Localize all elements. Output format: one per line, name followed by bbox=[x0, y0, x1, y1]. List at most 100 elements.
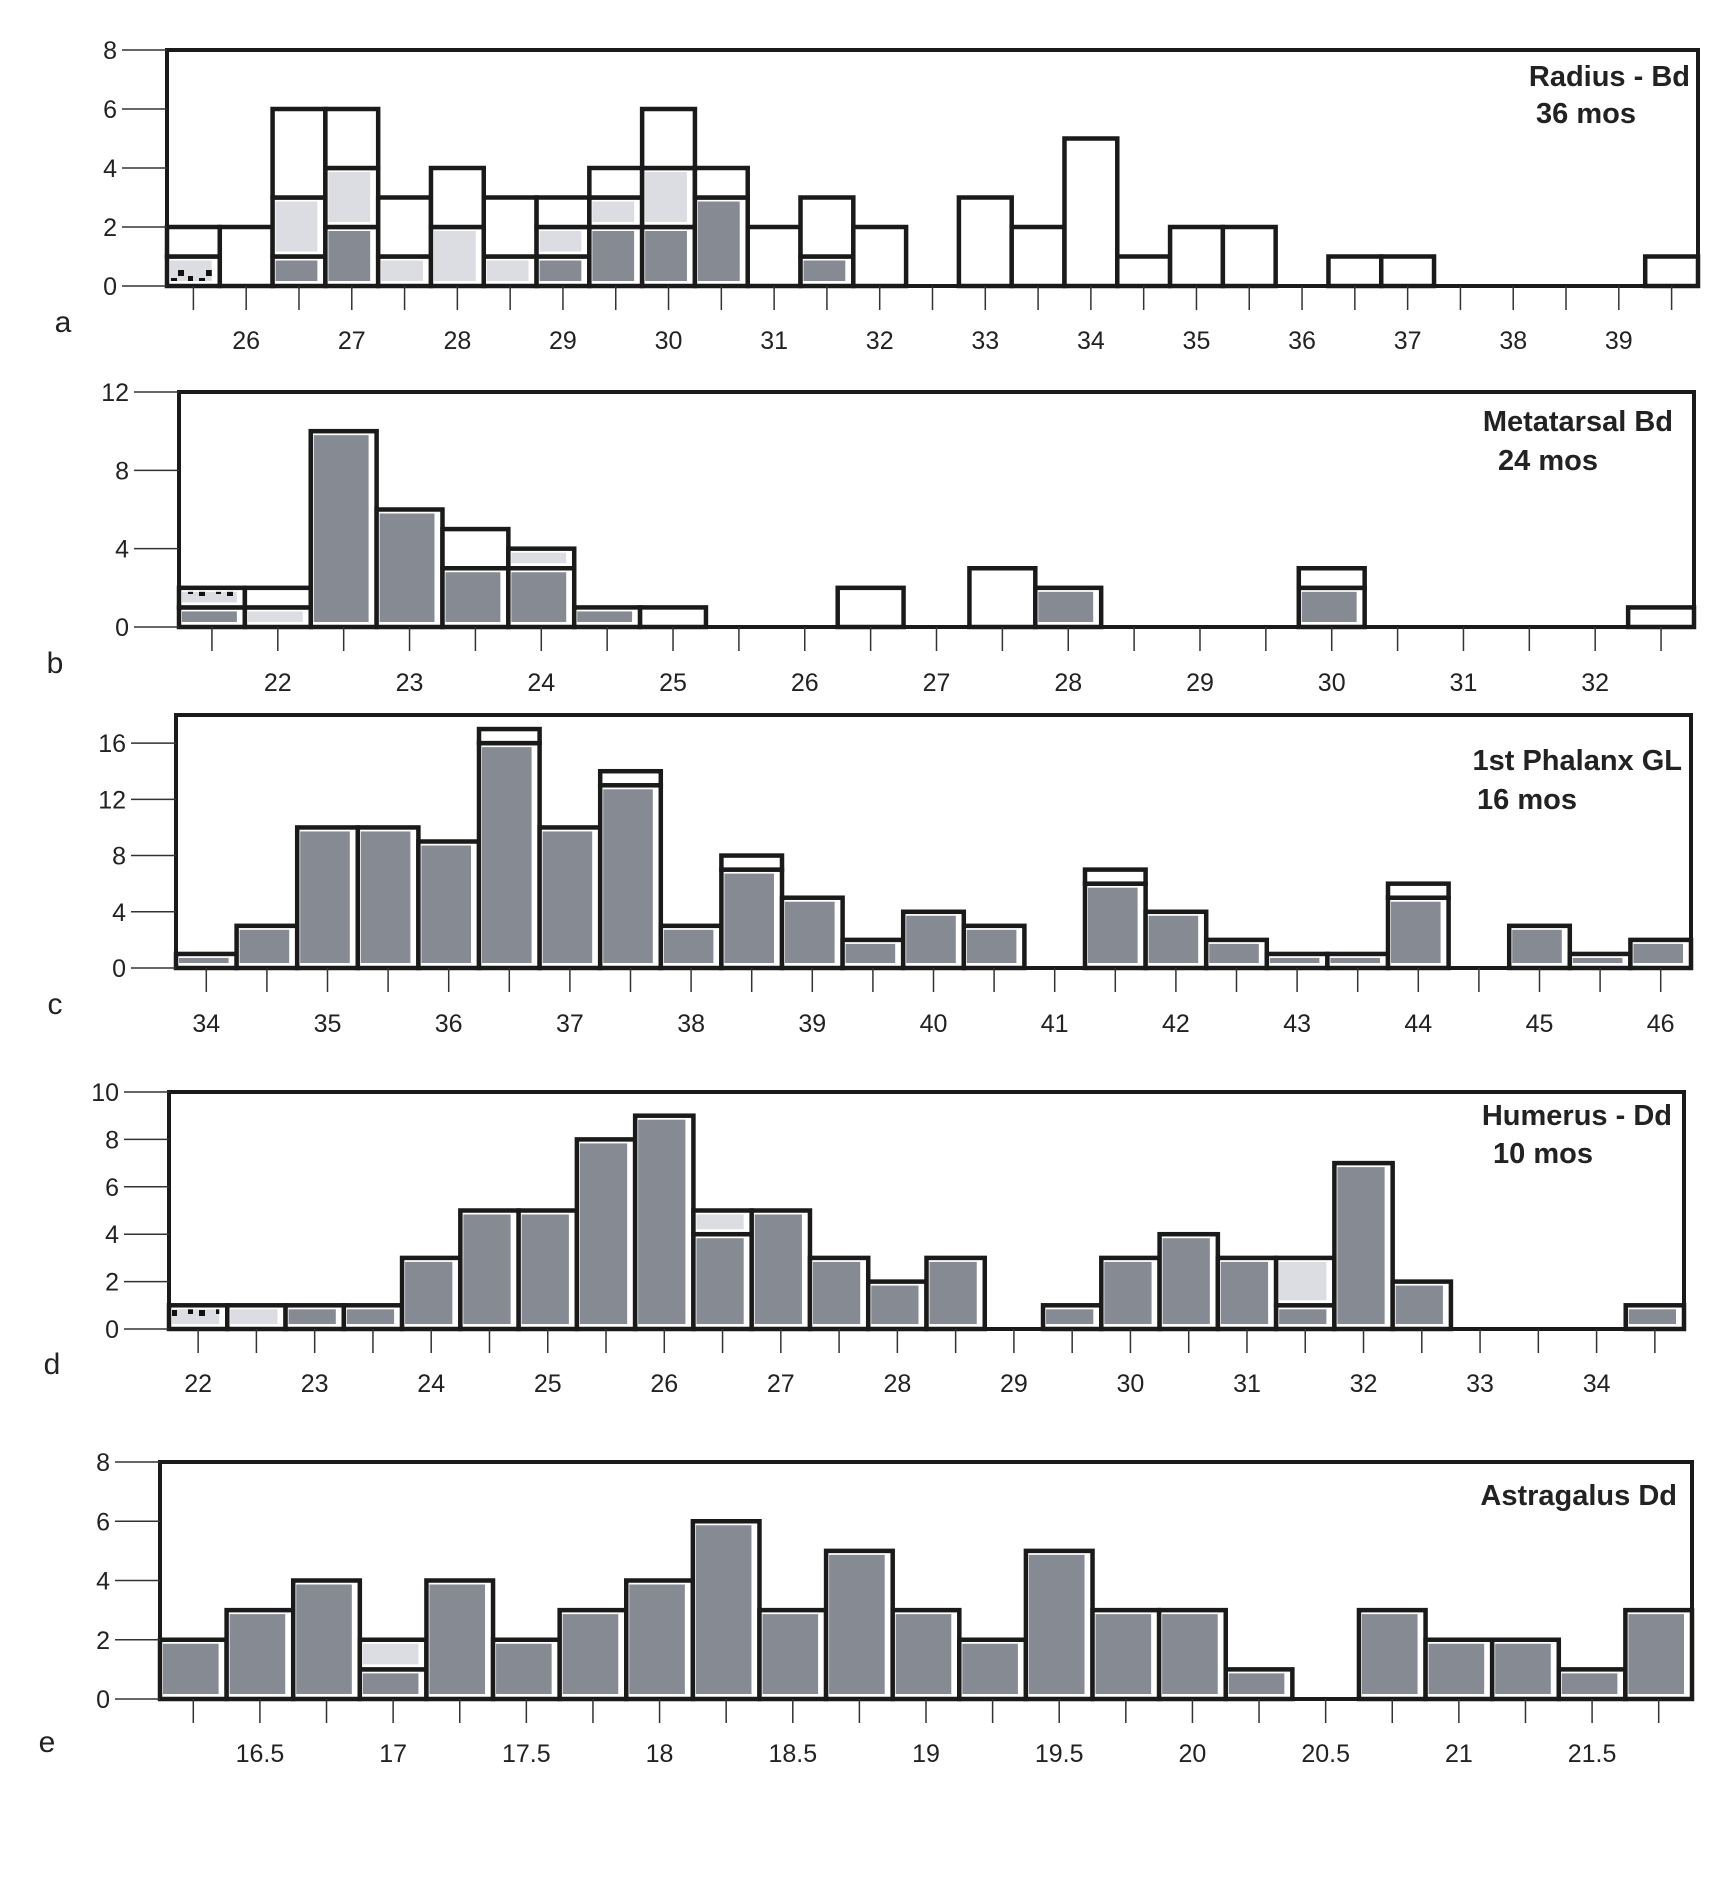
bar-segment bbox=[1642, 254, 1701, 289]
bar-fill bbox=[1572, 957, 1623, 963]
bar-segment bbox=[176, 585, 248, 610]
y-tick-label: 0 bbox=[103, 273, 117, 301]
bar-outline bbox=[323, 106, 381, 171]
x-tick-label: 28 bbox=[1054, 669, 1082, 697]
bar-fill bbox=[645, 172, 687, 222]
bar-segment bbox=[234, 923, 300, 971]
bar-segment bbox=[1220, 224, 1278, 289]
bar-segment bbox=[624, 1578, 696, 1702]
panel-subtitle: 10 mos bbox=[1493, 1138, 1593, 1170]
bar-segment bbox=[1090, 1607, 1162, 1702]
bar-segment bbox=[1223, 1667, 1295, 1702]
bar-segment bbox=[440, 526, 511, 571]
bar-fill bbox=[445, 572, 501, 622]
plot-frame bbox=[167, 1090, 1686, 1331]
bar-fill bbox=[1028, 1554, 1085, 1694]
bar-segment bbox=[840, 937, 906, 971]
bar-fill bbox=[1301, 591, 1357, 622]
bar-segment bbox=[399, 1255, 463, 1332]
bar-segment bbox=[476, 740, 542, 971]
bar-segment bbox=[557, 1607, 629, 1702]
bar-segment bbox=[890, 1607, 962, 1702]
bar-outline bbox=[967, 566, 1038, 630]
x-tick-label: 27 bbox=[923, 669, 951, 697]
bar-outline bbox=[1062, 136, 1120, 289]
bar-fill bbox=[288, 1309, 336, 1324]
bar-outline bbox=[956, 195, 1014, 289]
bar-fill bbox=[629, 1584, 685, 1694]
bar-segment bbox=[341, 1303, 405, 1332]
x-tick-label: 46 bbox=[1647, 1010, 1675, 1038]
y-tick-label: 4 bbox=[105, 1221, 119, 1249]
bar-segment bbox=[1326, 254, 1384, 289]
y-tick-label: 0 bbox=[105, 1316, 119, 1344]
bar-segment bbox=[1023, 1548, 1095, 1702]
bar-segment bbox=[355, 825, 421, 971]
bar-segment bbox=[637, 605, 709, 630]
bar-segment bbox=[956, 195, 1014, 289]
bar-segment bbox=[957, 1637, 1029, 1702]
bar-fill bbox=[1337, 1167, 1385, 1324]
bar-fill bbox=[511, 552, 567, 564]
bar-fill bbox=[1162, 1238, 1210, 1324]
bar-segment bbox=[639, 106, 698, 171]
x-tick-label: 26 bbox=[650, 1370, 678, 1398]
bar-segment bbox=[851, 224, 909, 289]
bar-segment bbox=[757, 1607, 829, 1702]
x-tick-label: 24 bbox=[417, 1370, 445, 1398]
bar-segment bbox=[323, 165, 381, 230]
x-tick-label: 27 bbox=[767, 1370, 795, 1398]
panel-a: 0 2 4 6 8 26 27 28 29 30 31 32 33 34 35 36 37 38 39 Radius … bbox=[55, 37, 1701, 355]
y-tick-label: 6 bbox=[96, 1508, 110, 1536]
x-tick-label: 31 bbox=[1450, 669, 1478, 697]
bar-fill bbox=[275, 260, 318, 281]
bar-outline bbox=[534, 195, 592, 230]
bar-segment bbox=[798, 254, 856, 289]
bar-segment bbox=[835, 585, 906, 630]
y-tick-label: 8 bbox=[103, 37, 117, 65]
bar-segment bbox=[587, 165, 645, 200]
bar-outline bbox=[597, 768, 664, 788]
y-tick-label: 0 bbox=[96, 1686, 110, 1714]
bar-segment bbox=[375, 195, 434, 259]
bar-fill bbox=[1220, 1261, 1269, 1324]
x-tick-label: 19.5 bbox=[1035, 1740, 1084, 1768]
bar-fill bbox=[511, 572, 567, 622]
bar-fill bbox=[496, 1643, 552, 1694]
bar-outline bbox=[851, 224, 909, 289]
panel-subtitle: 16 mos bbox=[1477, 784, 1577, 816]
bar-segment bbox=[1489, 1637, 1562, 1702]
bar-fill bbox=[1162, 1614, 1218, 1694]
bar-fill bbox=[663, 929, 714, 963]
bar-segment bbox=[692, 195, 750, 289]
y-tick-label: 4 bbox=[96, 1568, 110, 1596]
bar-fill bbox=[1561, 1673, 1618, 1694]
x-tick-label: 21 bbox=[1445, 1740, 1473, 1768]
bar-fill bbox=[638, 1119, 686, 1324]
bar-segment bbox=[283, 1303, 347, 1332]
bar-segment bbox=[823, 1548, 895, 1702]
bar-segment bbox=[1099, 1255, 1162, 1332]
bar-segment bbox=[428, 165, 487, 230]
x-tick-label: 25 bbox=[659, 669, 687, 697]
bar-fill bbox=[962, 1643, 1018, 1694]
x-tick-label: 34 bbox=[192, 1010, 220, 1038]
bar-fill bbox=[603, 789, 653, 963]
bar-outline bbox=[1220, 224, 1278, 289]
x-tick-label: 30 bbox=[655, 327, 683, 355]
panel-b: 0 4 8 12 22 23 24 25 26 27 28 29 30 31 32 Metatarsal Bd… bbox=[47, 379, 1697, 697]
bar-outline bbox=[1326, 254, 1384, 289]
bar-outline bbox=[1378, 254, 1437, 289]
bar-fill bbox=[1046, 1309, 1094, 1324]
x-tick-label: 32 bbox=[1350, 1370, 1378, 1398]
bar-segment bbox=[1167, 224, 1226, 289]
y-tick-label: 12 bbox=[98, 786, 126, 814]
bar-segment bbox=[639, 165, 698, 230]
bar-fill bbox=[182, 591, 237, 603]
bar-fill bbox=[762, 1614, 819, 1694]
bar-segment bbox=[1296, 566, 1367, 591]
bar-fill bbox=[1279, 1309, 1327, 1324]
bar-segment bbox=[1203, 937, 1270, 971]
bar-fill bbox=[695, 1525, 752, 1694]
